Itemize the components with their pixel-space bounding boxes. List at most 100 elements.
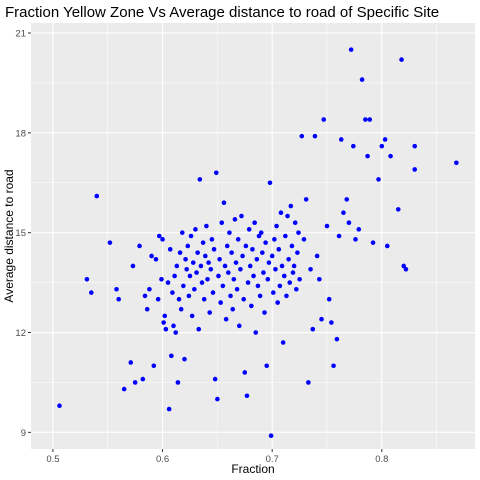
data-point: [167, 247, 173, 252]
data-point: [220, 283, 226, 289]
y-tick-label: 15: [15, 228, 26, 239]
data-point: [412, 143, 418, 149]
data-point: [190, 260, 196, 265]
data-point: [186, 293, 192, 299]
data-point: [161, 320, 166, 325]
data-point: [344, 197, 350, 202]
data-point: [130, 263, 136, 269]
data-point: [184, 266, 189, 272]
data-point: [365, 153, 370, 159]
data-point: [382, 137, 388, 142]
data-point: [266, 260, 272, 265]
data-point: [376, 177, 381, 182]
data-point: [169, 353, 174, 359]
data-point: [176, 296, 182, 302]
data-point: [147, 286, 152, 292]
data-point: [388, 153, 393, 159]
data-point: [363, 117, 368, 122]
data-point: [224, 243, 230, 249]
data-point: [179, 230, 185, 235]
y-tick-label: 9: [21, 428, 26, 439]
data-point: [286, 256, 291, 262]
data-point: [218, 300, 223, 305]
data-point: [283, 233, 288, 239]
chart-title: Fraction Yellow Zone Vs Average distance…: [5, 4, 439, 21]
data-point: [144, 306, 150, 312]
data-point: [245, 280, 251, 285]
data-point: [137, 243, 142, 249]
y-tick-label: 18: [15, 128, 26, 139]
data-point: [178, 306, 184, 312]
data-point: [301, 237, 307, 242]
data-point: [285, 213, 290, 219]
data-point: [219, 220, 225, 225]
data-point: [275, 300, 280, 305]
y-tick-label: 21: [15, 28, 26, 39]
data-point: [412, 167, 418, 172]
data-point: [234, 286, 240, 292]
data-point: [276, 247, 282, 252]
data-point: [277, 283, 283, 289]
data-point: [258, 230, 264, 235]
data-point: [338, 137, 344, 142]
data-point: [242, 370, 248, 375]
data-point: [195, 250, 200, 255]
data-point: [208, 266, 214, 272]
data-point: [197, 177, 203, 182]
data-point: [185, 243, 191, 249]
data-point: [193, 227, 198, 232]
data-point: [114, 286, 119, 292]
data-point: [247, 263, 253, 269]
data-point: [142, 293, 148, 299]
data-point: [210, 290, 216, 295]
data-point: [251, 273, 256, 279]
data-point: [329, 320, 334, 325]
data-point: [274, 223, 279, 229]
data-point: [265, 276, 271, 282]
data-point: [334, 336, 340, 342]
data-points: [57, 47, 459, 438]
data-point: [289, 243, 295, 249]
data-point: [314, 253, 320, 259]
y-axis-title: Average distance to road: [2, 169, 16, 302]
data-point: [287, 280, 293, 285]
data-point: [280, 340, 286, 345]
data-point: [175, 380, 181, 385]
data-point: [312, 133, 318, 139]
data-point: [212, 376, 218, 382]
data-point: [203, 253, 208, 259]
data-point: [132, 380, 138, 385]
data-point: [262, 310, 267, 315]
x-tick-label: 0.5: [46, 454, 59, 465]
data-point: [221, 200, 227, 206]
data-point: [181, 283, 186, 289]
data-point: [217, 256, 222, 262]
data-point: [213, 170, 219, 176]
data-point: [268, 433, 274, 438]
data-point: [319, 316, 324, 322]
data-point: [279, 263, 285, 269]
data-point: [182, 356, 187, 362]
data-point: [205, 276, 210, 282]
data-point: [269, 253, 275, 259]
data-point: [254, 256, 260, 262]
data-point: [235, 237, 241, 242]
data-point: [228, 293, 233, 299]
x-tick-label: 0.6: [156, 454, 169, 465]
data-point: [263, 240, 268, 245]
data-point: [238, 266, 243, 272]
data-point: [170, 290, 175, 295]
data-point: [172, 273, 177, 279]
data-point: [297, 276, 302, 282]
data-point: [353, 237, 358, 242]
data-point: [241, 296, 246, 302]
plot-panel: [31, 23, 475, 449]
data-point: [230, 306, 236, 312]
data-point: [264, 363, 270, 369]
data-point: [326, 296, 332, 302]
data-point: [288, 203, 294, 209]
data-point: [116, 296, 122, 302]
data-point: [370, 240, 376, 245]
data-point: [351, 143, 356, 149]
y-tick-label: 12: [15, 328, 26, 339]
